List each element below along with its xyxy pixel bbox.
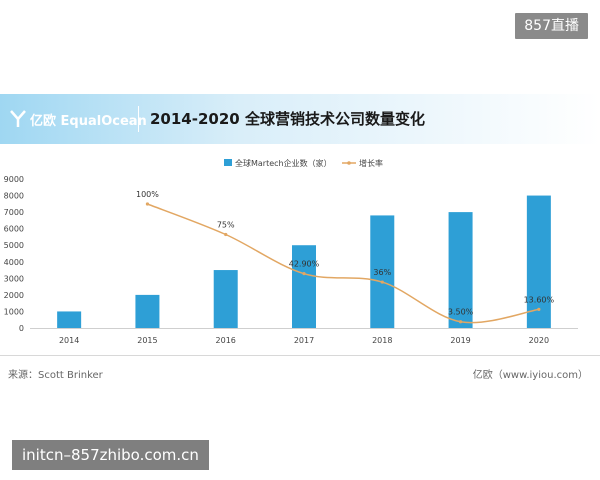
x-tick-label: 2020 xyxy=(529,336,549,345)
growth-label: 100% xyxy=(136,190,159,199)
growth-label: 36% xyxy=(373,268,391,277)
growth-label: 75% xyxy=(217,221,235,230)
chart-header: 亿欧 EqualOcean 2014-2020 全球营销技术公司数量变化 xyxy=(0,94,600,144)
x-tick-label: 2016 xyxy=(216,336,236,345)
bar xyxy=(213,270,238,328)
equalocean-logo-icon xyxy=(10,110,26,127)
footer-divider xyxy=(0,355,600,356)
legend-line-marker xyxy=(347,161,351,165)
growth-label: 13.60% xyxy=(524,295,555,304)
bar xyxy=(57,311,82,328)
y-tick-label: 4000 xyxy=(4,258,24,267)
y-tick-label: 8000 xyxy=(4,192,24,201)
x-tick-label: 2014 xyxy=(59,336,79,345)
growth-point xyxy=(302,272,306,276)
bar xyxy=(135,294,160,328)
y-tick-label: 1000 xyxy=(4,307,24,316)
y-tick-label: 0 xyxy=(19,324,24,333)
bar xyxy=(370,215,395,328)
source-note: 来源：Scott Brinker xyxy=(8,370,103,381)
growth-point xyxy=(537,307,541,312)
brand-logo: 亿欧 EqualOcean xyxy=(10,108,147,130)
legend-bar-swatch xyxy=(224,159,232,166)
growth-point xyxy=(380,280,384,284)
y-tick-label: 3000 xyxy=(4,274,24,283)
y-tick-label: 5000 xyxy=(4,241,24,250)
growth-label: 42.90% xyxy=(289,260,320,269)
logo-text: 亿欧 EqualOcean xyxy=(30,113,147,129)
y-tick-label: 2000 xyxy=(4,291,24,300)
watermark: initcn–857zhibo.com.cn xyxy=(12,440,209,470)
legend-bar-label: 全球Martech企业数（家） xyxy=(235,158,332,168)
brand-credit: 亿欧（www.iyiou.com） xyxy=(472,370,588,381)
growth-rate-line xyxy=(147,203,539,324)
live-badge: 857直播 xyxy=(515,13,588,39)
y-tick-label: 7000 xyxy=(4,208,24,217)
bar xyxy=(292,245,316,328)
bar xyxy=(526,195,551,328)
growth-point xyxy=(145,202,150,206)
growth-point xyxy=(224,232,228,237)
growth-label: 3.50% xyxy=(448,308,474,317)
chart-area: 全球Martech企业数（家） 增长率 0 1000 2000 3000 4000 5000 6… xyxy=(4,158,578,345)
bar xyxy=(448,212,473,328)
header-divider xyxy=(138,106,139,132)
y-tick-label: 9000 xyxy=(4,175,24,184)
x-tick-label: 2019 xyxy=(450,336,470,345)
x-tick-label: 2018 xyxy=(372,336,392,345)
x-tick-label: 2015 xyxy=(137,336,157,345)
x-tick-label: 2017 xyxy=(294,336,314,345)
page-title: 2014-2020 全球营销技术公司数量变化 xyxy=(150,110,425,128)
legend-line-label: 增长率 xyxy=(359,158,383,168)
growth-point xyxy=(458,320,463,324)
y-tick-label: 6000 xyxy=(4,225,24,234)
